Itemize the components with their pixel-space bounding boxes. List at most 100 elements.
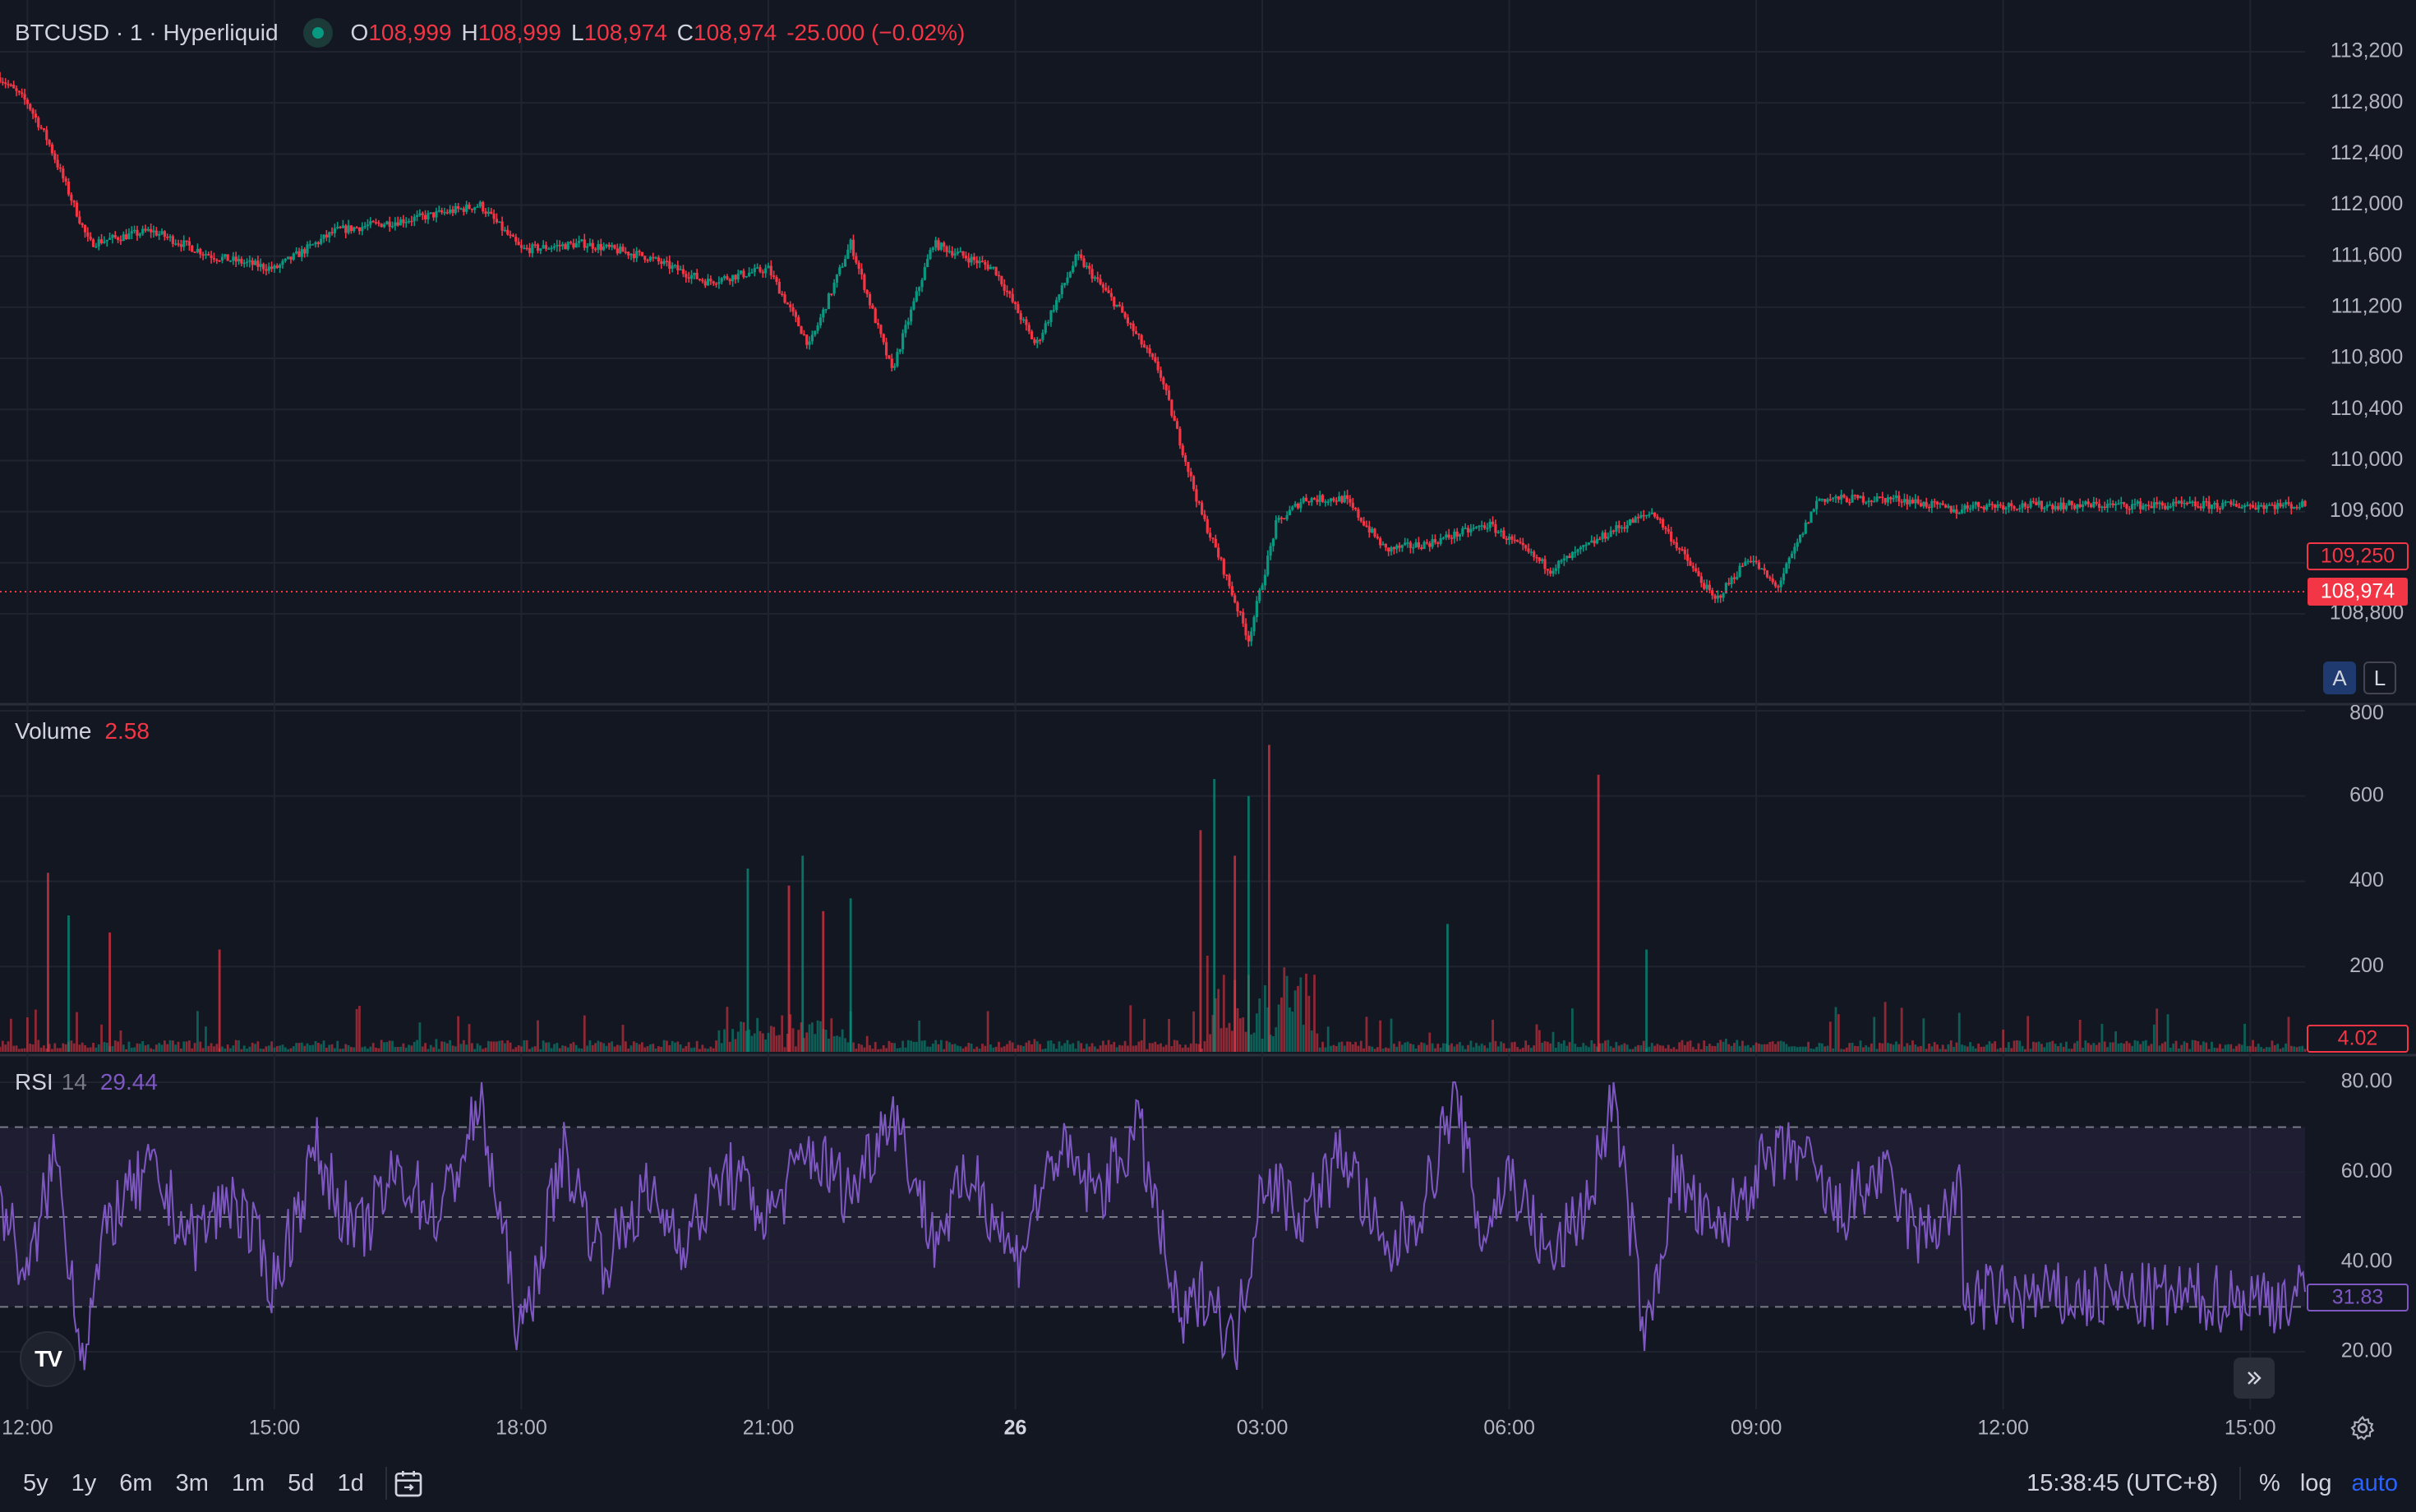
volume-bar <box>1969 1042 1972 1052</box>
volume-bar <box>1330 1045 1332 1052</box>
candle-body <box>1247 635 1250 642</box>
candle-body <box>2180 500 2183 504</box>
candle-body <box>2040 500 2044 509</box>
candle-body <box>1787 558 1791 564</box>
candle-body <box>166 237 169 238</box>
candle-body <box>830 293 833 295</box>
volume-bar <box>1562 1040 1565 1052</box>
volume-bar <box>750 1035 754 1052</box>
volume-bar <box>671 1040 674 1052</box>
scroll-to-realtime-icon[interactable] <box>2234 1358 2275 1399</box>
rsi-marker <box>2307 1284 2409 1311</box>
volume-bar <box>553 1044 556 1052</box>
volume-bar <box>4 1044 7 1052</box>
candle-body <box>421 213 424 215</box>
candle-body <box>196 248 200 253</box>
volume-bar <box>1052 1044 1055 1052</box>
candle-body <box>1090 269 1094 279</box>
candle-body <box>1455 531 1459 537</box>
volume-bar <box>1289 1007 1291 1052</box>
candle-body <box>2243 505 2247 508</box>
price-axis-label: 109,600 <box>2330 499 2404 522</box>
volume-bar <box>2002 1029 2005 1052</box>
volume-bar <box>2254 1046 2257 1052</box>
volume-bar <box>1068 1044 1072 1052</box>
candle-body <box>1499 530 1503 532</box>
volume-bar <box>459 1044 463 1052</box>
volume-legend[interactable]: Volume 2.58 <box>15 715 150 748</box>
candle-body <box>1431 539 1434 547</box>
candle-body <box>182 240 186 247</box>
clock-timezone[interactable]: 15:38:45 (UTC+8) <box>2026 1469 2219 1496</box>
timeframe-1d[interactable]: 1d <box>337 1469 364 1496</box>
tradingview-logo-icon[interactable]: TV <box>20 1331 76 1387</box>
candle-body <box>556 245 559 247</box>
volume-bar <box>72 1043 76 1052</box>
volume-bar <box>1154 1041 1157 1052</box>
volume-bar <box>1996 1049 1999 1052</box>
candle-body <box>528 247 532 254</box>
auto-scale-toggle[interactable]: auto <box>2351 1469 2398 1496</box>
volume-bar <box>1450 1043 1453 1052</box>
candle-body <box>267 266 270 271</box>
volume-bar <box>328 1044 331 1052</box>
volume-bar <box>103 1042 106 1052</box>
time-axis-label: 03:00 <box>1237 1417 1289 1440</box>
log-scale-toggle[interactable]: log <box>2299 1469 2332 1496</box>
timeframe-1y[interactable]: 1y <box>71 1469 97 1496</box>
volume-bar <box>1118 1044 1121 1052</box>
volume-bar <box>1025 1042 1028 1052</box>
volume-bar <box>1727 1044 1731 1052</box>
candle-body <box>769 265 772 276</box>
candle-body <box>1521 542 1524 546</box>
volume-bar <box>2199 1044 2202 1052</box>
candle-body <box>1908 500 1911 505</box>
candle-body <box>2109 503 2112 505</box>
volume-bar <box>1752 1044 1755 1052</box>
volume-bar <box>100 1024 103 1052</box>
volume-bar <box>586 1045 589 1052</box>
candle-body <box>1675 542 1678 549</box>
candle-body <box>665 260 669 263</box>
volume-bar <box>2224 1044 2227 1052</box>
candle-body <box>1428 543 1432 547</box>
candle-body <box>490 211 493 214</box>
timeframe-3m[interactable]: 3m <box>175 1469 209 1496</box>
volume-bar <box>1779 1040 1782 1052</box>
timeframe-1m[interactable]: 1m <box>231 1469 265 1496</box>
volume-bar <box>2177 1048 2180 1052</box>
timeframe-6m[interactable]: 6m <box>119 1469 153 1496</box>
volume-bar <box>2158 1045 2161 1052</box>
auto-scale-button[interactable]: A <box>2323 662 2356 694</box>
timeframe-5y[interactable]: 5y <box>23 1469 48 1496</box>
symbol-title[interactable]: BTCUSD · 1 · Hyperliquid <box>15 20 279 45</box>
volume-bar <box>1422 1043 1426 1052</box>
volume-bar <box>1637 1044 1639 1052</box>
candle-body <box>449 209 452 214</box>
timeframe-5d[interactable]: 5d <box>288 1469 315 1496</box>
candle-body <box>103 241 106 243</box>
rsi-legend[interactable]: RSI 14 29.44 <box>15 1066 158 1099</box>
volume-bar <box>2164 1041 2167 1052</box>
volume-bar <box>177 1041 180 1052</box>
settings-gear-icon[interactable] <box>2345 1410 2381 1446</box>
volume-bar <box>449 1040 452 1052</box>
volume-bar <box>89 1047 92 1052</box>
volume-bar <box>413 1041 416 1052</box>
volume-bar <box>97 1044 100 1052</box>
volume-bar <box>207 1045 210 1052</box>
volume-bar <box>816 1020 819 1052</box>
volume-bar <box>308 1044 311 1052</box>
calendar-goto-icon[interactable] <box>390 1464 427 1502</box>
candle-body <box>1291 506 1294 510</box>
volume-bar <box>599 1042 602 1052</box>
candle-body <box>1021 319 1026 321</box>
candle-body <box>1798 534 1802 542</box>
log-scale-button[interactable]: L <box>2363 662 2396 694</box>
volume-bar <box>860 1044 863 1052</box>
volume-bar <box>1093 1046 1096 1052</box>
percent-scale-toggle[interactable]: % <box>2259 1469 2280 1496</box>
volume-bar <box>1101 1040 1104 1052</box>
